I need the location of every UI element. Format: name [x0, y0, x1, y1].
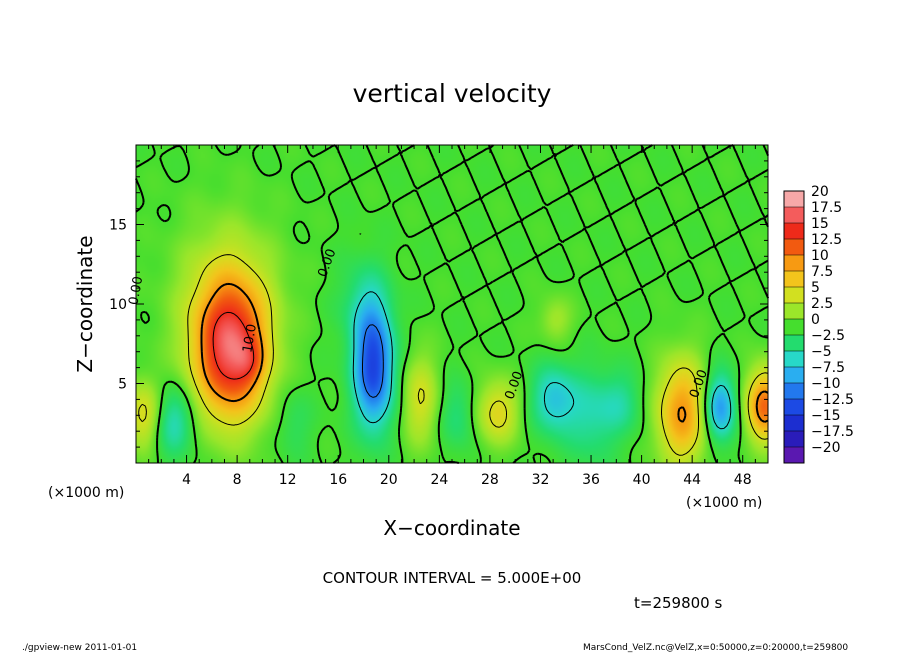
x-tick-label: 20 [380, 472, 398, 488]
contour-level-15 [212, 311, 255, 380]
colorbar-swatch [784, 255, 804, 272]
x-tick-label: 32 [532, 472, 550, 488]
colorbar-swatch [784, 319, 804, 336]
colorbar-swatch [784, 223, 804, 240]
colorbar-swatch [784, 287, 804, 304]
x-axis-label: X−coordinate [383, 516, 520, 540]
footer-right: MarsCond_VelZ.nc@VelZ,x=0:50000,z=0:2000… [583, 643, 848, 653]
colorbar-swatch [784, 271, 804, 288]
x-tick-label: 4 [182, 472, 191, 488]
colorbar-label: 2.5 [811, 296, 833, 312]
colorbar-label: −5 [811, 344, 832, 360]
contour-label: 10.0 [240, 323, 260, 354]
colorbar-label: −10 [811, 376, 841, 392]
x-unit-left: (×1000 m) [48, 485, 124, 501]
colorbar-swatch [784, 191, 804, 208]
colorbar-label: −2.5 [811, 328, 845, 344]
colorbar-label: −7.5 [811, 360, 845, 376]
chart-title: vertical velocity [353, 79, 552, 108]
colorbar-label: 17.5 [811, 200, 842, 216]
colorbar-swatch [784, 335, 804, 352]
x-tick-label: 24 [430, 472, 448, 488]
x-tick-label: 28 [481, 472, 499, 488]
colorbar-swatch [784, 383, 804, 400]
x-tick-label: 48 [734, 472, 752, 488]
time-stamp: t=259800 s [634, 594, 722, 612]
colorbar-label: 5 [811, 280, 820, 296]
contour-level-0 [135, 144, 769, 464]
contour-interval: CONTOUR INTERVAL = 5.000E+00 [323, 569, 582, 587]
contour-level-neg10 [362, 324, 384, 398]
colorbar-label: −12.5 [811, 392, 854, 408]
colorbar: 2017.51512.5107.552.50−2.5−5−7.5−10−12.5… [783, 184, 854, 464]
colorbar-swatch [784, 303, 804, 320]
x-tick-label: 16 [329, 472, 347, 488]
x-tick-label: 12 [279, 472, 297, 488]
contour-lines [135, 144, 769, 464]
y-tick-label: 5 [118, 377, 127, 393]
x-unit-right: (×1000 m) [686, 495, 762, 511]
x-tick-label: 36 [582, 472, 600, 488]
colorbar-label: 10 [811, 248, 829, 264]
y-tick-label: 10 [109, 297, 127, 313]
plot-area: 10.00.000.000.00 0.00 [126, 144, 769, 464]
colorbar-label: 0 [811, 312, 820, 328]
colorbar-swatch [784, 431, 804, 448]
colorbar-swatch [784, 415, 804, 432]
colorbar-label: 20 [811, 184, 829, 200]
colorbar-label: 15 [811, 216, 829, 232]
contour-level-10 [200, 282, 769, 423]
colorbar-label: −20 [811, 440, 841, 456]
colorbar-swatch [784, 447, 804, 464]
footer-left: ./gpview-new 2011-01-01 [22, 643, 137, 653]
colorbar-swatch [784, 207, 804, 224]
colorbar-swatch [784, 399, 804, 416]
y-axis: 5 10 15 [109, 160, 768, 448]
colorbar-label: −15 [811, 408, 841, 424]
x-tick-label: 40 [633, 472, 651, 488]
colorbar-label: 7.5 [811, 264, 833, 280]
contour-level-neg5 [352, 291, 732, 430]
colorbar-swatch [784, 351, 804, 368]
colorbar-swatch [784, 239, 804, 256]
colorbar-label: −17.5 [811, 424, 854, 440]
x-axis: 4 8 12 16 20 24 28 32 36 40 44 48 [148, 145, 756, 488]
colorbar-label: 12.5 [811, 232, 842, 248]
y-tick-label: 15 [109, 218, 127, 234]
x-tick-label: 8 [233, 472, 242, 488]
y-axis-label: Z−coordinate [73, 235, 97, 372]
colorbar-swatch [784, 367, 804, 384]
x-tick-label: 44 [683, 472, 701, 488]
contour-level-5 [138, 254, 769, 456]
